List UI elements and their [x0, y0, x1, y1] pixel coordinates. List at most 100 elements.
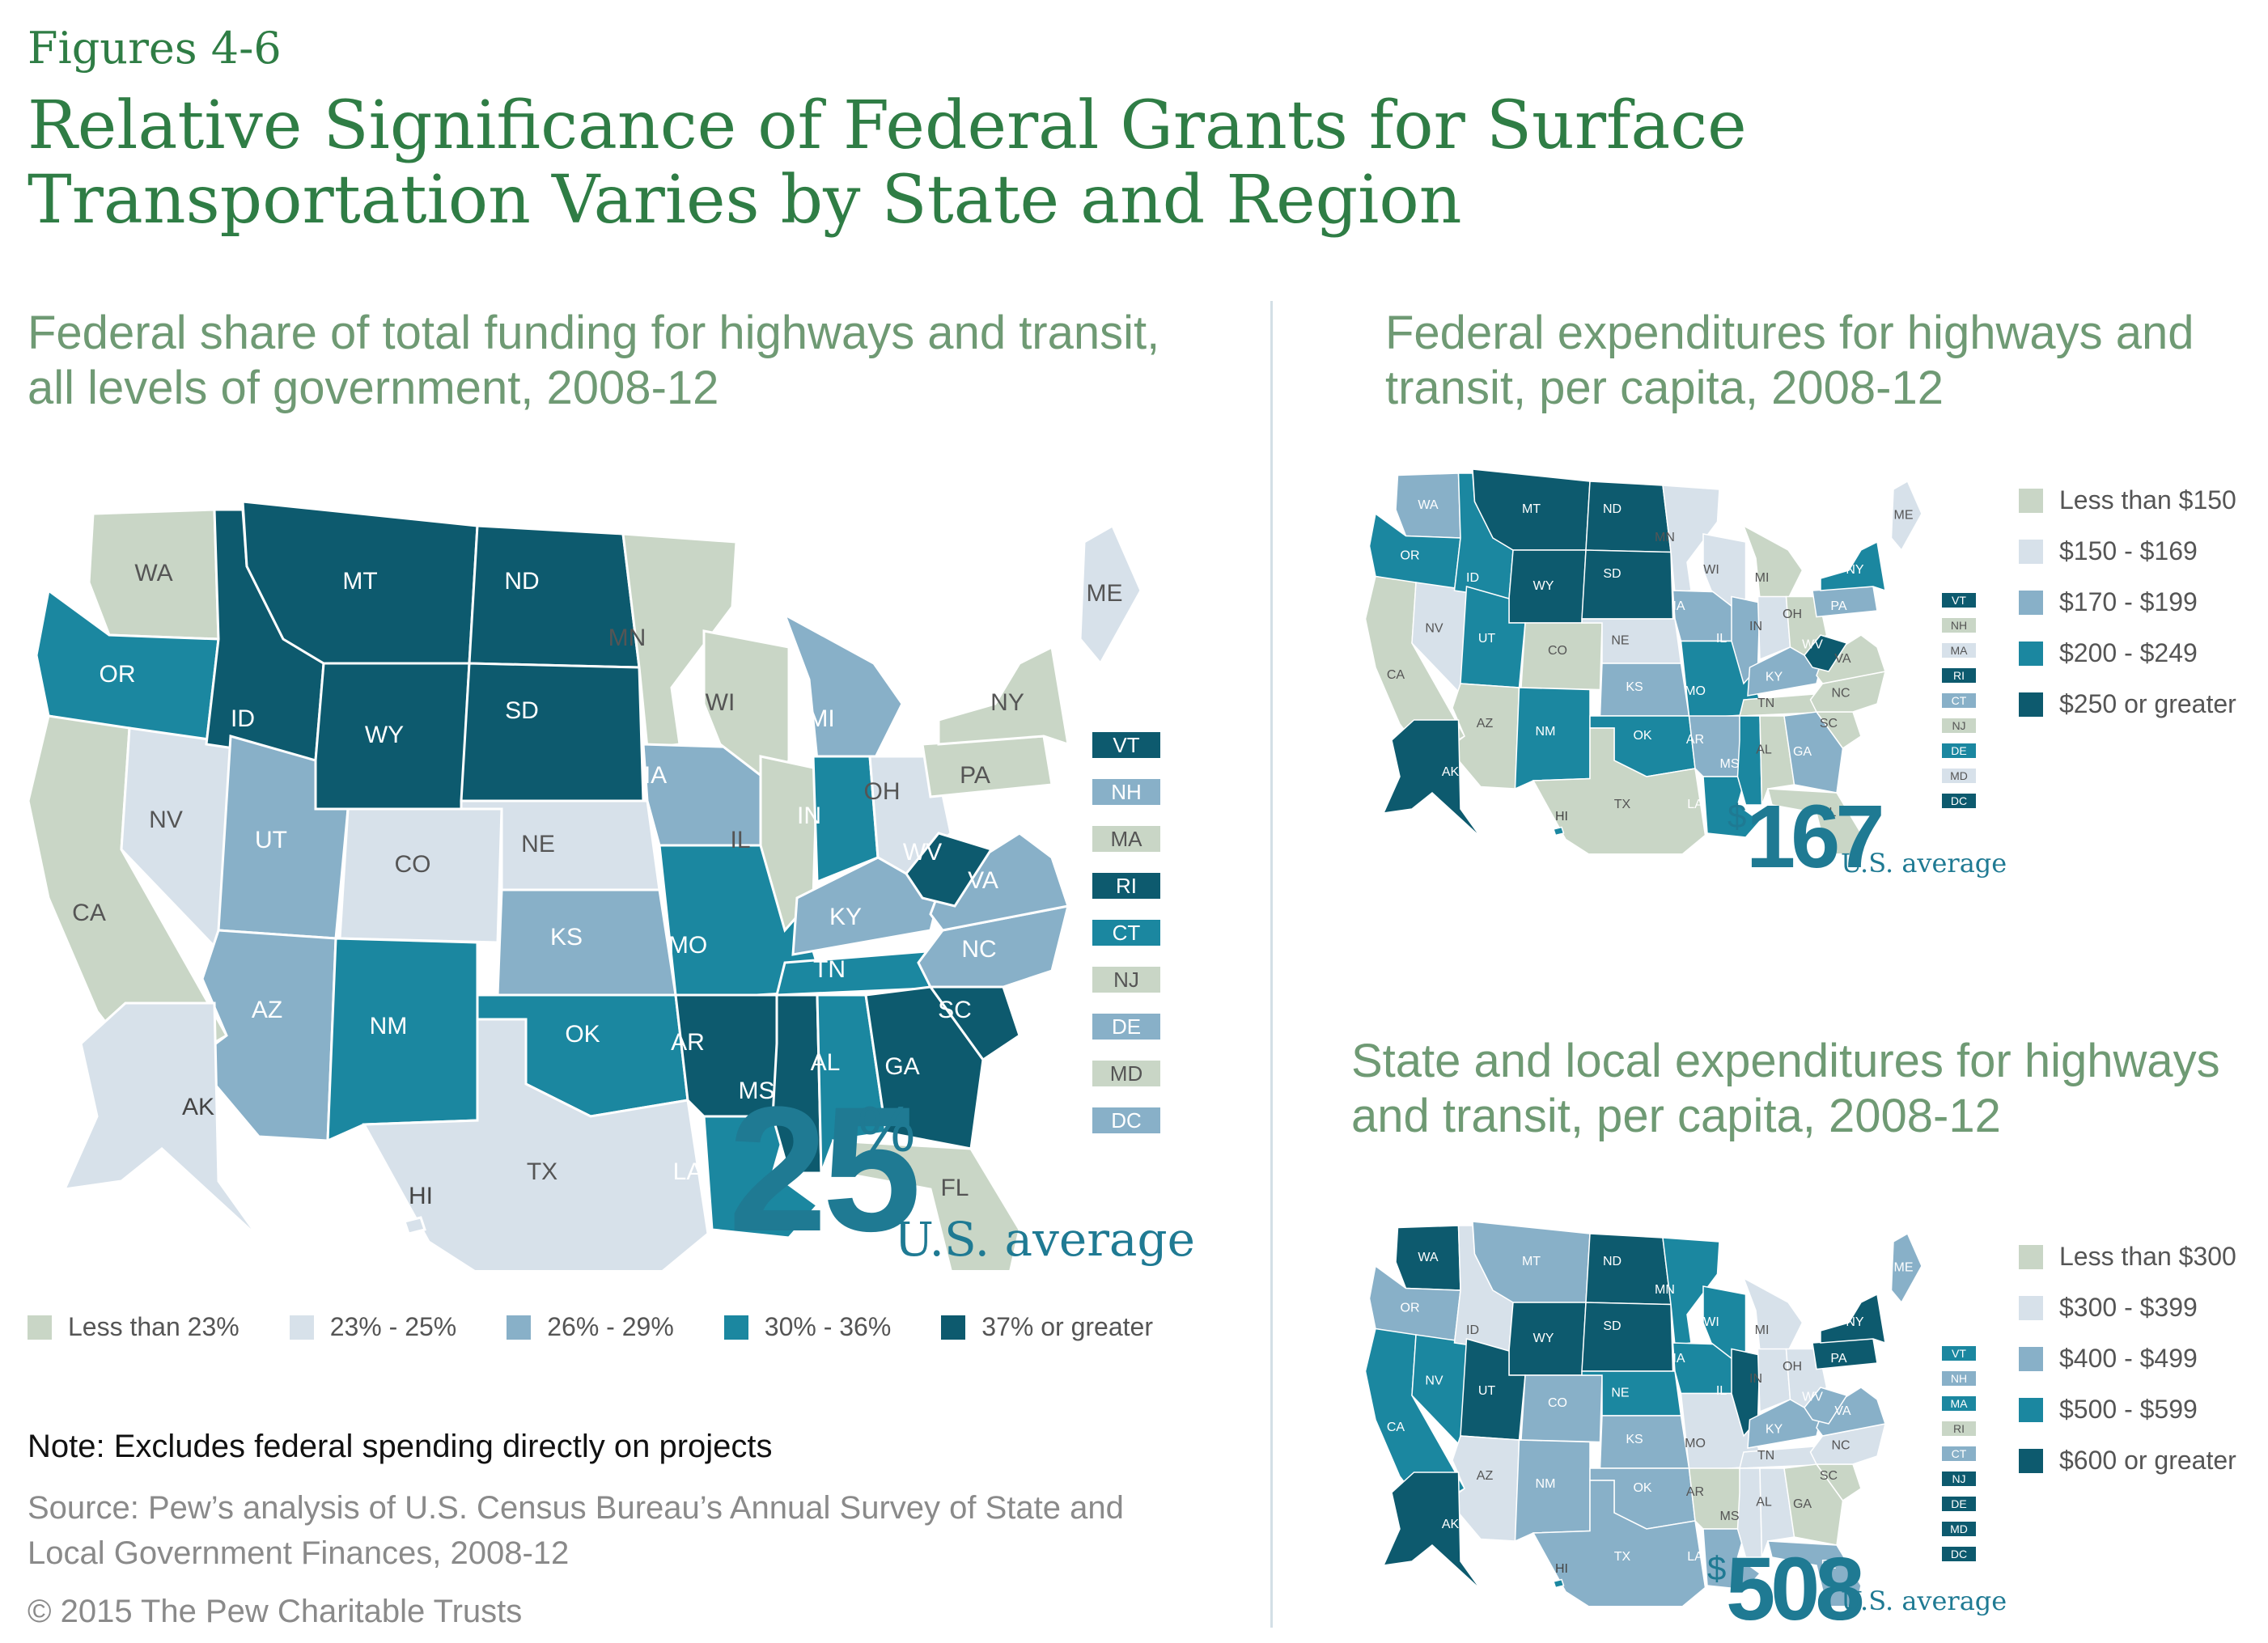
state-label-ks: KS	[1626, 680, 1643, 694]
legend-swatch	[507, 1315, 532, 1340]
state-label-tx: TX	[527, 1158, 557, 1185]
state-ny	[1820, 1293, 1886, 1344]
legend-item: $300 - $399	[2019, 1293, 2236, 1323]
state-label-al: AL	[1756, 743, 1772, 757]
state-label-nv: NV	[149, 807, 183, 833]
state-va	[929, 832, 1070, 932]
state-wv	[1804, 634, 1848, 672]
state-nm	[326, 937, 479, 1143]
legend-item: $200 - $249	[2019, 638, 2236, 668]
small-state-md: MD	[1942, 1522, 1976, 1536]
state-label-mo: MO	[1685, 684, 1706, 698]
state-wv	[905, 832, 994, 908]
state-me	[1890, 480, 1923, 552]
state-label-ar: AR	[1686, 1485, 1704, 1499]
state-co	[338, 807, 503, 944]
state-label-wi: WI	[1703, 563, 1719, 577]
small-state-de: DE	[1942, 1497, 1976, 1511]
state-va	[1816, 634, 1886, 684]
state-label-ca: CA	[72, 900, 106, 926]
legend-label: $250 or greater	[2059, 689, 2236, 718]
map3-average-label: U.S. average	[1841, 1586, 2007, 1616]
small-state-nh: NH	[1942, 618, 1976, 633]
state-label-wa: WA	[134, 560, 172, 586]
state-label-nc: NC	[1831, 1439, 1850, 1453]
footnote: Note: Excludes federal spending directly…	[28, 1429, 773, 1464]
state-label-ne: NE	[1611, 1387, 1629, 1400]
state-wv	[1804, 1387, 1848, 1425]
state-label-wy: WY	[365, 722, 404, 748]
state-label-fl: FL	[940, 1175, 969, 1201]
legend-swatch	[289, 1315, 314, 1340]
map2-choropleth: WA OR CA NV ID MT WY UT CO AZ NM ND SD NE KS OK TX MN IA MO…	[1364, 468, 1923, 853]
state-label-oh: OH	[864, 778, 901, 805]
state-label-me: ME	[1894, 1261, 1914, 1275]
state-label-in: IN	[797, 802, 821, 829]
state-ga	[1783, 711, 1844, 794]
state-label-or: OR	[100, 661, 136, 688]
state-label-nm: NM	[1536, 1477, 1556, 1491]
state-label-ms: MS	[1720, 757, 1740, 771]
state-label-co: CO	[395, 851, 431, 878]
state-label-mn: MN	[1655, 531, 1675, 544]
state-label-la: LA	[673, 1158, 703, 1185]
state-tx	[1532, 727, 1706, 853]
map1-legend: Less than 23% 23% - 25% 26% - 29% 30% - 36%…	[28, 1312, 1203, 1346]
state-label-la: LA	[1687, 798, 1703, 811]
state-label-nv: NV	[1425, 1374, 1443, 1388]
state-label-sd: SD	[1603, 1319, 1621, 1333]
state-label-ne: NE	[521, 831, 555, 857]
copyright: © 2015 The Pew Charitable Trusts	[28, 1594, 523, 1629]
map2-average-label: U.S. average	[1841, 848, 2007, 879]
state-label-ak: AK	[1442, 1518, 1460, 1531]
map1-small-states: VT NH MA RI CT NJ DE MD DC	[1092, 732, 1160, 1154]
page-title: Relative Significance of Federal Grants …	[28, 87, 1747, 239]
small-state-ct: CT	[1942, 693, 1976, 708]
map2-legend: Less than $150 $150 - $169 $170 - $199 $200…	[2019, 485, 2236, 740]
state-al	[816, 993, 888, 1174]
state-ak	[1382, 1472, 1482, 1590]
small-state-md: MD	[1942, 769, 1976, 783]
small-state-ma: MA	[1942, 1396, 1976, 1411]
state-label-ms: MS	[739, 1078, 775, 1104]
legend-swatch	[2019, 641, 2043, 666]
state-label-ky: KY	[1766, 1423, 1783, 1437]
state-mi	[1742, 1277, 1804, 1352]
legend-label: $300 - $399	[2059, 1293, 2198, 1322]
state-label-or: OR	[1401, 549, 1420, 563]
state-label-pa: PA	[1830, 1352, 1846, 1366]
state-fl	[1767, 1540, 1862, 1606]
legend-item: 30% - 36%	[723, 1312, 892, 1342]
state-ny	[1820, 540, 1886, 592]
state-label-mo: MO	[1685, 1437, 1706, 1450]
state-al	[1759, 715, 1795, 806]
state-label-nc: NC	[1831, 687, 1850, 701]
legend-item: $400 - $499	[2019, 1344, 2236, 1374]
state-label-sc: SC	[1820, 1469, 1838, 1483]
state-label-in: IN	[1749, 620, 1762, 633]
legend-label: 30% - 36%	[764, 1312, 892, 1341]
state-label-ut: UT	[1478, 1384, 1496, 1398]
legend-swatch	[28, 1315, 52, 1340]
state-label-ar: AR	[1686, 733, 1704, 747]
state-hi	[403, 1216, 426, 1235]
state-label-ut: UT	[255, 827, 287, 853]
state-label-co: CO	[1548, 644, 1567, 658]
state-label-wi: WI	[1703, 1315, 1719, 1329]
legend-item: 23% - 25%	[289, 1312, 456, 1342]
map3-average-value: 508	[1726, 1539, 1865, 1639]
state-label-ar: AR	[671, 1029, 705, 1056]
state-label-mn: MN	[1655, 1283, 1675, 1297]
legend-swatch	[2019, 1448, 2043, 1473]
state-ga	[864, 985, 985, 1150]
state-label-wi: WI	[706, 689, 736, 716]
state-label-ny: NY	[1846, 1315, 1864, 1329]
small-state-ct: CT	[1942, 1446, 1976, 1461]
legend-label: Less than 23%	[68, 1312, 240, 1341]
state-label-sc: SC	[1820, 717, 1838, 730]
state-label-mt: MT	[1522, 1255, 1541, 1268]
state-label-il: IL	[1716, 1384, 1727, 1398]
legend-label: $170 - $199	[2059, 587, 2198, 616]
small-state-dc: DC	[1092, 1107, 1160, 1133]
state-label-mt: MT	[342, 568, 377, 595]
